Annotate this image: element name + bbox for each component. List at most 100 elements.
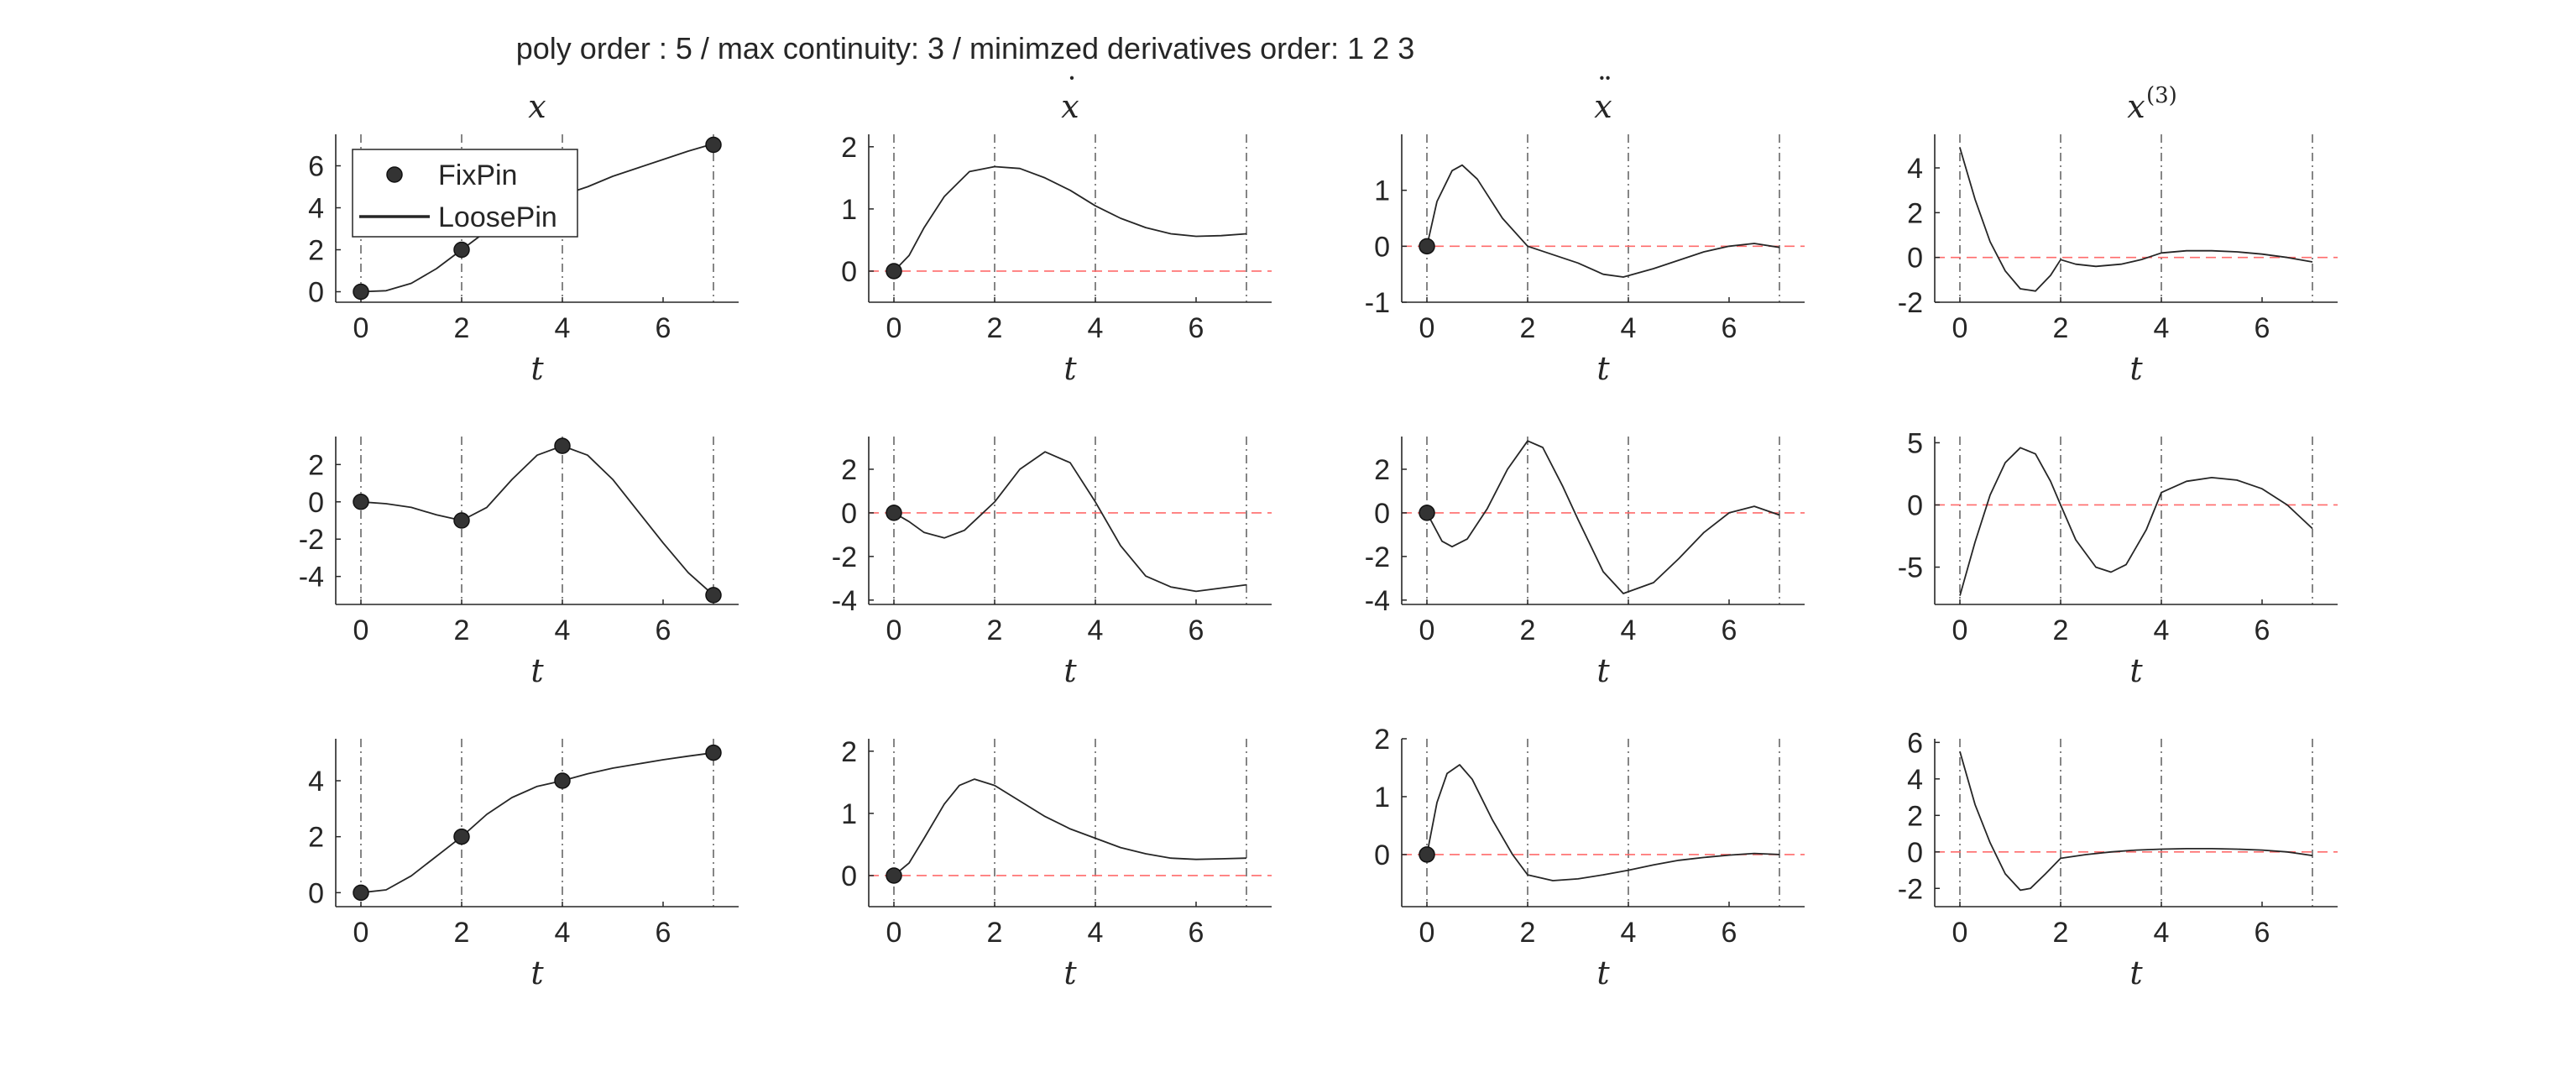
y-tick-label: 4 [1907,153,1923,185]
column-header-2: x [1061,88,1079,125]
x-tick-label: 6 [1722,312,1737,344]
fixpin-marker [705,587,722,604]
y-tick-label: 0 [841,256,857,288]
x-tick-label: 2 [1520,615,1536,646]
x-tick-label: 0 [886,917,902,949]
axes-r2-c3: 0 2 4 6 -4 -2 0 2 t [1365,437,1805,689]
column-header-accent-3: ¨ [1597,71,1613,108]
y-tick-label: -4 [832,585,857,617]
column-header-superscript-4: (3) [2146,83,2177,108]
y-tick-label: -1 [1365,287,1390,319]
x-tick-label: 4 [1621,312,1637,344]
y-tick-label: 0 [1374,839,1390,871]
x-tick-label: 0 [886,312,902,344]
y-tick-label: 0 [1374,498,1390,530]
y-tick-label: 4 [308,766,324,798]
y-tick-label: 4 [1907,764,1923,796]
y-tick-label: -4 [299,562,324,594]
y-tick-label: 2 [841,132,857,164]
y-tick-label: 5 [1907,427,1923,459]
fixpin-marker [705,744,722,761]
x-tick-label: 0 [1419,312,1435,344]
y-tick-label: -2 [832,541,857,573]
y-tick-label: 1 [1374,782,1390,813]
y-tick-label: 1 [841,194,857,226]
x-tick-label: 2 [987,312,1003,344]
x-tick-label: 6 [2255,615,2270,646]
x-tick-label: 6 [2255,312,2270,344]
series-line-loosepin [360,445,714,596]
y-tick-label: -2 [1898,873,1923,905]
y-tick-label: 2 [1374,454,1390,486]
x-tick-label: 0 [353,917,369,949]
fixpin-marker [453,241,470,259]
axes-r3-c3: 0 2 4 6 0 1 2 t [1374,724,1805,991]
x-tick-label: 6 [2255,917,2270,949]
y-tick-label: -2 [1898,287,1923,319]
x-tick-label: 0 [1952,917,1968,949]
y-tick-label: 2 [1374,724,1390,756]
x-axis-label: t [1596,955,1610,991]
y-tick-label: 2 [841,736,857,768]
series-line-loosepin [1959,147,2313,292]
axes-r1-c1: 0 2 4 6 0 2 4 6 t FixPin LoosePin [308,134,739,387]
series-line-loosepin [1426,164,1780,278]
x-tick-label: 4 [1088,615,1104,646]
x-axis-label: t [1063,350,1077,387]
fixpin-marker [886,263,902,280]
fixpin-marker [1419,846,1435,863]
x-tick-label: 2 [2053,615,2069,646]
series-line-loosepin [1426,440,1780,594]
column-header-accent-2: ˙ [1064,71,1080,108]
y-tick-label: 0 [1907,489,1923,521]
series-line-loosepin [893,778,1247,876]
x-tick-label: 6 [656,917,671,949]
series-line-loosepin [360,751,714,894]
x-tick-label: 2 [987,615,1003,646]
y-tick-label: -2 [299,524,324,556]
axes-r2-c2: 0 2 4 6 -4 -2 0 2 t [832,437,1272,689]
fixpin-marker [1419,238,1435,255]
column-header-1: x [528,88,546,125]
y-tick-label: 0 [841,498,857,530]
x-tick-label: 4 [555,917,571,949]
x-tick-label: 4 [1621,917,1637,949]
y-tick-label: 4 [308,193,324,225]
y-tick-label: -5 [1898,552,1923,584]
y-tick-label: 0 [1374,231,1390,263]
x-tick-label: 4 [2154,615,2170,646]
x-axis-label: t [1596,350,1610,387]
y-tick-label: 0 [308,487,324,519]
y-tick-label: 1 [1374,175,1390,207]
x-tick-label: 0 [1952,312,1968,344]
x-tick-label: 4 [1621,615,1637,646]
x-axis-label: t [2129,350,2143,387]
y-tick-label: 0 [841,860,857,892]
fixpin-marker [453,512,470,529]
x-tick-label: 2 [454,917,470,949]
axes-r2-c4: 0 2 4 6 -5 0 5 t [1898,427,2338,689]
x-tick-label: 2 [454,615,470,646]
x-tick-label: 6 [1189,312,1204,344]
x-tick-label: 4 [555,312,571,344]
y-tick-label: 2 [308,235,324,267]
x-tick-label: 6 [656,312,671,344]
y-tick-label: 2 [1907,197,1923,229]
fixpin-marker [554,772,571,789]
series-line-loosepin [1959,751,2313,892]
x-tick-label: 2 [1520,312,1536,344]
x-tick-label: 6 [1722,615,1737,646]
y-tick-label: 2 [841,454,857,486]
x-axis-label: t [1596,652,1610,689]
fixpin-marker [554,437,571,454]
y-tick-label: 2 [1907,800,1923,832]
x-axis-label: t [1063,652,1077,689]
series-line-loosepin [893,451,1247,593]
x-tick-label: 2 [987,917,1003,949]
axes-r3-c4: 0 2 4 6 -2 0 2 4 6 t [1898,727,2338,991]
x-tick-label: 0 [353,615,369,646]
y-tick-label: -2 [1365,541,1390,573]
axes-r1-c2: 0 2 4 6 0 1 2 t [841,132,1272,387]
